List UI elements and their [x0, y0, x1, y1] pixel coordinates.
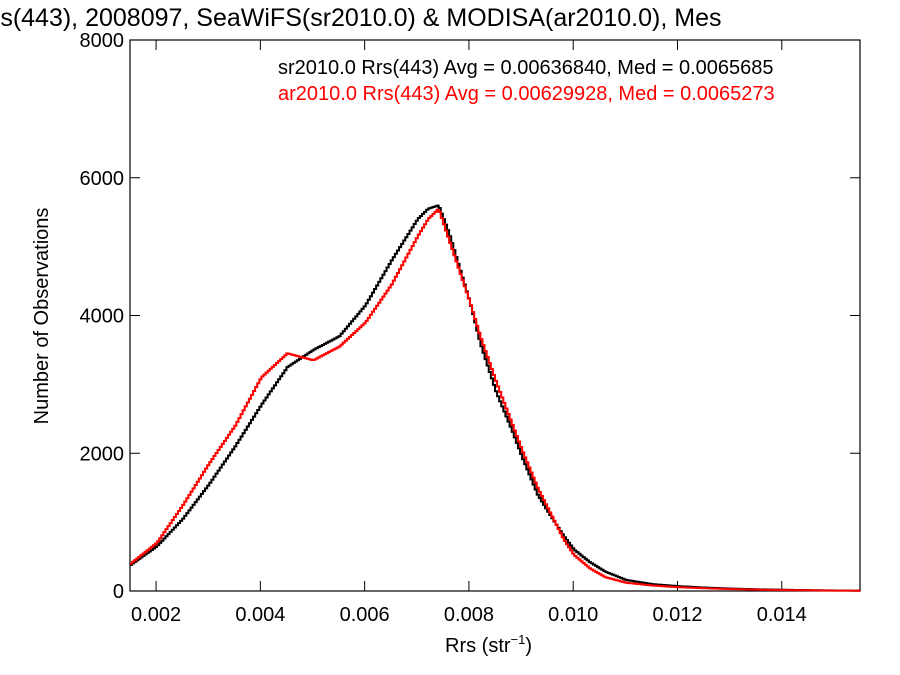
x-tick-label: 0.014	[757, 604, 807, 626]
legend-entry-sr2010: sr2010.0 Rrs(443) Avg = 0.00636840, Med …	[278, 57, 774, 79]
y-tick-label: 8000	[80, 30, 125, 52]
y-tick-label: 0	[113, 581, 124, 603]
plot-frame	[129, 39, 861, 592]
y-tick-label: 6000	[80, 168, 125, 190]
series-line-0	[130, 204, 861, 592]
y-axis: 0 2000 4000 6000 8000	[80, 30, 860, 603]
x-tick-label: 0.002	[131, 604, 181, 626]
x-axis-label-text: Rrs (str	[445, 635, 511, 657]
legend-entry-ar2010: ar2010.0 Rrs(443) Avg = 0.00629928, Med …	[278, 83, 775, 105]
x-tick-label: 0.006	[340, 604, 390, 626]
chart-title: rs(443), 2008097, SeaWiFS(sr2010.0) & MO…	[0, 4, 721, 32]
series-line-1	[130, 208, 861, 592]
x-axis-label: Rrs (str−1)	[445, 632, 532, 657]
y-axis-label: Number of Observations	[31, 208, 53, 425]
series-layer	[130, 204, 861, 592]
x-tick-label: 0.010	[548, 604, 598, 626]
y-tick-label: 4000	[80, 306, 125, 328]
y-tick-label: 2000	[80, 443, 125, 465]
x-axis-label-close: )	[525, 635, 532, 657]
x-axis: 0.002 0.004 0.006 0.008 0.010 0.012 0.014	[131, 40, 807, 626]
x-tick-label: 0.012	[652, 604, 702, 626]
x-tick-label: 0.004	[235, 604, 285, 626]
x-axis-label-superscript: −1	[511, 632, 526, 647]
x-tick-label: 0.008	[444, 604, 494, 626]
